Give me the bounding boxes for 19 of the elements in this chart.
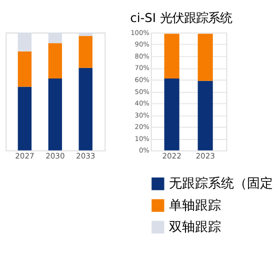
bar	[164, 34, 180, 78]
x-tick-label: 2022	[162, 151, 182, 160]
bar	[198, 80, 213, 150]
bar	[48, 43, 62, 78]
bar	[48, 78, 62, 150]
bar	[164, 78, 180, 150]
bar	[18, 51, 32, 87]
legend-label: 双轴跟踪	[168, 220, 221, 235]
bar	[18, 86, 32, 150]
bar	[198, 34, 213, 81]
x-tick-label: 2033	[76, 151, 96, 160]
x-tick-label: 2027	[15, 151, 34, 160]
x-tick-label: 2030	[46, 151, 65, 160]
legend-label: 无跟踪系统（固定	[168, 176, 273, 192]
chart-title: ci-SI 光伏跟踪系统	[130, 11, 232, 26]
bar	[78, 68, 92, 150]
bar	[78, 36, 92, 68]
x-tick-label: 2023	[196, 151, 216, 160]
legend-label: 单轴跟踪	[168, 198, 221, 214]
